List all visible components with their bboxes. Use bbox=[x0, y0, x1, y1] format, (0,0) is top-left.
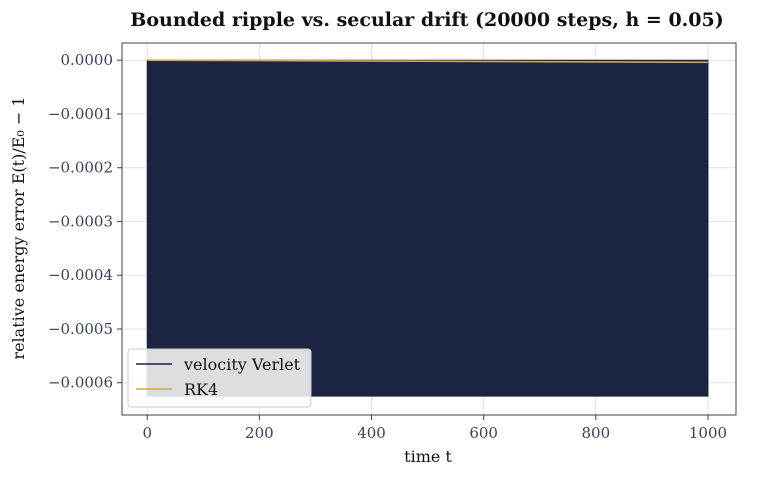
y-tick-label: −0.0001 bbox=[48, 105, 113, 123]
legend-box bbox=[127, 348, 312, 408]
series-rk4-line bbox=[147, 59, 708, 64]
x-tick-label: 0 bbox=[142, 424, 152, 442]
x-tick-label: 200 bbox=[245, 424, 274, 442]
legend: velocity Verlet RK4 bbox=[127, 348, 312, 408]
y-tick-label: 0.0000 bbox=[61, 51, 114, 69]
y-tick-label: −0.0004 bbox=[48, 266, 113, 284]
x-axis-label: time t bbox=[404, 447, 452, 466]
x-tick-label: 1000 bbox=[689, 424, 727, 442]
x-tick-label: 600 bbox=[469, 424, 498, 442]
legend-label-velocity-verlet: velocity Verlet bbox=[183, 355, 301, 374]
series-velocity-verlet-band bbox=[146, 59, 709, 397]
x-axis-ticks: 0 200 400 600 800 1000 bbox=[142, 415, 727, 442]
svg-text:Bounded ripple vs. secular dri: Bounded ripple vs. secular drift (20000 … bbox=[130, 9, 723, 31]
x-tick-label: 400 bbox=[357, 424, 386, 442]
y-axis-label: relative energy error E(t)/E₀ − 1 bbox=[9, 96, 28, 359]
y-tick-label: −0.0005 bbox=[48, 320, 113, 338]
plot-frame bbox=[121, 42, 737, 416]
y-tick-label: −0.0003 bbox=[48, 212, 113, 230]
legend-label-rk4: RK4 bbox=[184, 380, 218, 399]
chart-title: Bounded ripple vs. secular drift (20000 … bbox=[130, 9, 723, 31]
x-tick-label: 800 bbox=[581, 424, 610, 442]
y-tick-label: −0.0006 bbox=[48, 374, 113, 392]
series-layer bbox=[146, 59, 709, 397]
chart-title-text: Bounded ripple vs. secular drift (20000 … bbox=[130, 9, 723, 31]
y-tick-label: −0.0002 bbox=[48, 159, 113, 177]
y-axis-ticks: 0.0000 −0.0001 −0.0002 −0.0003 −0.0004 −0.000… bbox=[48, 51, 122, 392]
